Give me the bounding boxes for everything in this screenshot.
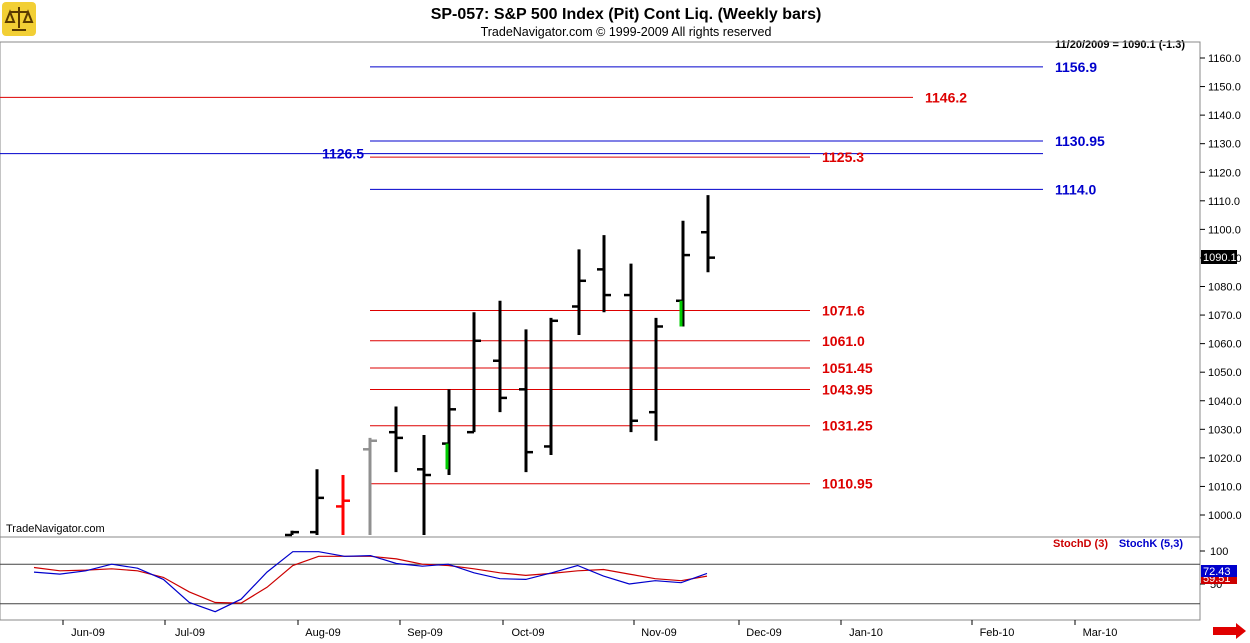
- y-tick-label: 1110.0: [1208, 196, 1240, 208]
- price-axis: 1000.0 1010.0 1020.0 1030.0 1040.0 1050.0 1060…: [1200, 53, 1242, 522]
- level-label: 1071.6: [822, 302, 865, 318]
- price-readout: 11/20/2009 = 1090.1 (-1.3): [1055, 39, 1185, 51]
- level-label: 1114.0: [1055, 181, 1096, 197]
- legend-stochd: StochD (3): [1053, 538, 1108, 550]
- x-tick-label: Mar-10: [1083, 627, 1118, 639]
- x-tick-label: Sep-09: [407, 627, 442, 639]
- x-tick-label: Nov-09: [641, 627, 676, 639]
- x-tick-label: Jun-09: [71, 627, 105, 639]
- stoch-panel: [0, 536, 1201, 621]
- level-lines: 1156.9 1146.2 1130.95 1126.5 1125.3 1114.0 107…: [0, 59, 1105, 492]
- y-tick-label: 1120.0: [1208, 167, 1241, 179]
- legend-stochk: StochK (5,3): [1119, 538, 1184, 550]
- price-panel: [0, 41, 1201, 538]
- y-tick-label: 1130.0: [1208, 139, 1241, 151]
- x-tick-label: Oct-09: [511, 627, 544, 639]
- y-tick-label: 1030.0: [1208, 424, 1242, 436]
- y-tick-label: 1040.0: [1208, 396, 1242, 408]
- y-tick-label: 1010.0: [1208, 481, 1242, 493]
- y-tick-label: 1100.0: [1208, 224, 1241, 236]
- y-tick-label: 1140.0: [1208, 110, 1241, 122]
- y-tick-label: 1160.0: [1208, 53, 1241, 65]
- price-bars: [285, 195, 715, 537]
- chart-subtitle: TradeNavigator.com © 1999-2009 All right…: [481, 25, 772, 39]
- level-label: 1031.25: [822, 418, 873, 434]
- x-tick-label: Jan-10: [849, 627, 883, 639]
- y-tick-label: 1080.0: [1208, 282, 1242, 294]
- watermark-label: TradeNavigator.com: [6, 523, 105, 535]
- y-tick-label: 1000.0: [1208, 510, 1242, 522]
- level-label: 1146.2: [925, 89, 967, 105]
- stoch-last-value-box: [1201, 565, 1237, 577]
- x-tick-label: Dec-09: [746, 627, 781, 639]
- level-label: 1130.95: [1055, 133, 1105, 149]
- stoch-series-line: [33, 551, 708, 613]
- level-label: 1043.95: [822, 381, 873, 397]
- level-label: 1061.0: [822, 333, 865, 349]
- trade-navigator-logo-icon: [2, 2, 36, 36]
- stoch-last-value-label: 72.43: [1203, 566, 1231, 578]
- level-label: 1126.5: [322, 146, 364, 162]
- x-tick-label: Feb-10: [980, 627, 1015, 639]
- y-tick-label: 1150.0: [1208, 82, 1241, 94]
- y-tick-label: 1060.0: [1208, 339, 1242, 351]
- level-label: 1010.95: [822, 476, 873, 492]
- y-tick-label: 1050.0: [1208, 367, 1242, 379]
- last-price-label: 1090.1: [1203, 252, 1237, 264]
- level-label: 1051.45: [822, 360, 873, 376]
- y-tick-label: 1070.0: [1208, 310, 1242, 322]
- time-axis: Jun-09 Jul-09 Aug-09 Sep-09 Oct-09 Nov-09 Dec-…: [62, 620, 1118, 639]
- y-tick-label: 1020.0: [1208, 453, 1242, 465]
- level-label: 1125.3: [822, 149, 864, 165]
- stoch-series-line: [33, 555, 708, 604]
- chart-title: SP-057: S&P 500 Index (Pit) Cont Liq. (W…: [431, 6, 822, 23]
- x-tick-label: Jul-09: [175, 627, 205, 639]
- last-price-box: [1201, 250, 1237, 264]
- level-label: 1156.9: [1055, 59, 1097, 75]
- x-tick-label: Aug-09: [305, 627, 340, 639]
- stoch-y-tick-label: 100: [1210, 546, 1228, 558]
- scroll-right-arrow-icon[interactable]: [1213, 623, 1246, 639]
